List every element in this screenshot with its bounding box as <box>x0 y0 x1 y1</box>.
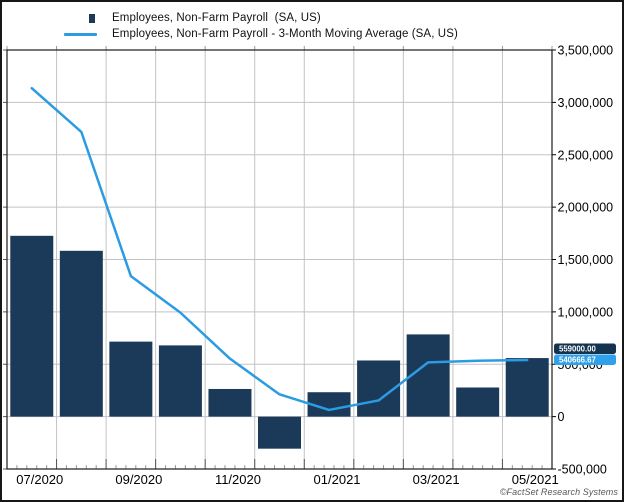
legend-item-payroll[interactable]: Employees, Non-Farm Payroll (SA, US) <box>64 10 458 26</box>
y-axis-label: -500,000 <box>558 463 607 477</box>
y-axis-ticks <box>3 49 556 470</box>
plot-border <box>6 49 553 470</box>
bar-08-2020[interactable] <box>59 250 103 417</box>
bar-03-2021[interactable] <box>406 334 450 417</box>
bar-05-2021[interactable] <box>505 358 549 417</box>
y-axis-label: 1,500,000 <box>558 253 614 267</box>
last-value-labels: 559000.00 540666.67 <box>554 343 616 365</box>
moving-average-series <box>30 86 529 412</box>
bar-09-2020[interactable] <box>109 341 153 417</box>
x-axis-label: 01/2021 <box>314 472 361 487</box>
x-axis-label: 03/2021 <box>413 472 460 487</box>
y-axis-label: 0 <box>558 410 565 424</box>
x-axis-label: 09/2020 <box>115 472 162 487</box>
y-axis-labels: 3,500,000 3,000,000 2,500,000 2,000,000 1,50… <box>558 44 614 477</box>
y-axis-label: 3,500,000 <box>558 44 614 58</box>
last-value-chip <box>554 354 616 365</box>
y-axis-label: 2,000,000 <box>558 201 614 215</box>
y-axis-label: 3,000,000 <box>558 96 614 110</box>
bar-11-2020[interactable] <box>208 388 252 417</box>
line-series-marker-icon <box>64 32 97 36</box>
bar-10-2020[interactable] <box>158 345 202 417</box>
x-axis-label: 05/2021 <box>512 472 559 487</box>
legend-label-payroll: Employees, Non-Farm Payroll (SA, US) <box>112 12 321 24</box>
bar-series-marker-icon <box>89 13 95 23</box>
x-axis-label: 07/2020 <box>16 472 63 487</box>
payroll-bars <box>10 235 549 449</box>
chart-legend: Employees, Non-Farm Payroll (SA, US) Emp… <box>64 10 458 42</box>
legend-label-moving-average: Employees, Non-Farm Payroll - 3-Month Mo… <box>112 28 458 40</box>
x-axis-labels: 07/2020 09/2020 11/2020 01/2021 03/2021 05/20… <box>16 472 558 487</box>
last-value-text: 559000.00 <box>559 344 597 353</box>
y-axis-label: 1,000,000 <box>558 305 614 319</box>
copyright-text: ©FactSet Research Systems <box>499 487 618 497</box>
bar-series-marker-slot <box>64 13 104 23</box>
bar-04-2021[interactable] <box>456 387 500 417</box>
line-series-marker-slot <box>64 32 104 36</box>
x-axis-label: 11/2020 <box>215 472 261 487</box>
last-value-chip <box>554 343 616 354</box>
legend-item-moving-average[interactable]: Employees, Non-Farm Payroll - 3-Month Mo… <box>64 26 458 42</box>
last-value-text: 540666.67 <box>559 355 596 364</box>
y-axis-label: 2,500,000 <box>558 148 614 162</box>
bar-07-2020[interactable] <box>10 235 54 417</box>
bar-12-2020[interactable] <box>258 416 301 449</box>
moving-average-line[interactable] <box>30 86 529 412</box>
